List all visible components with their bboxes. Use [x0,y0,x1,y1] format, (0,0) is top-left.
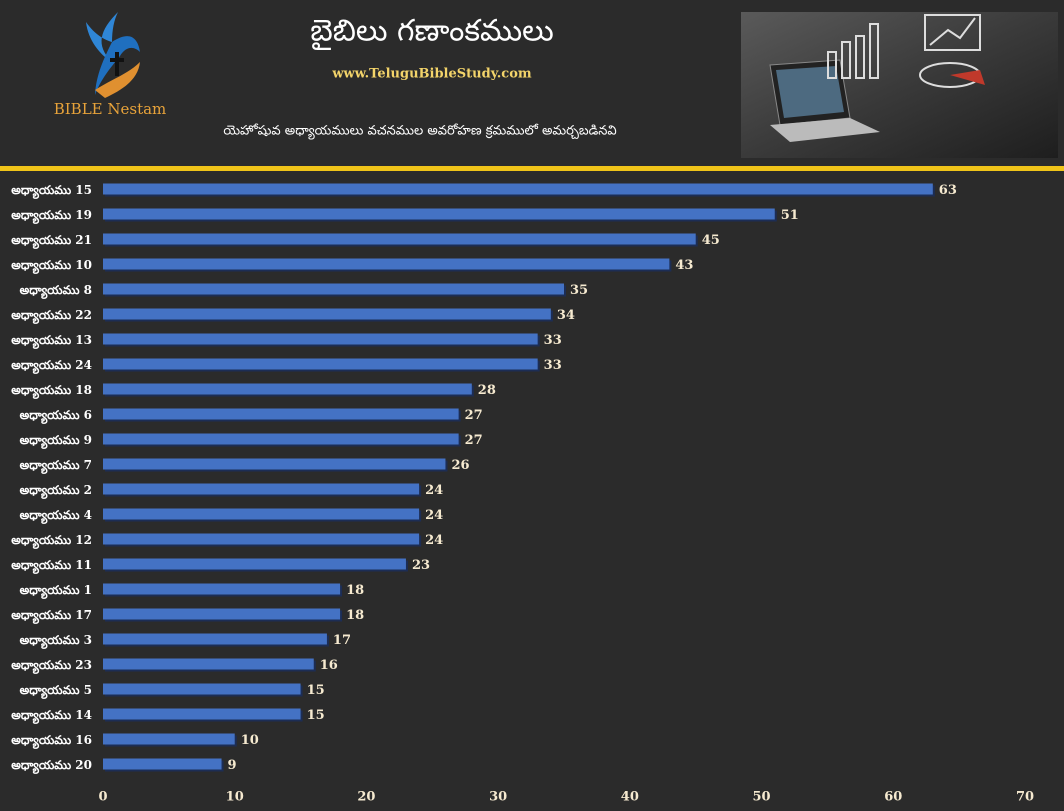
x-tick-label: 70 [1016,790,1034,805]
x-tick-label: 40 [621,790,639,805]
logo: BIBLE Nestam [54,12,167,118]
x-tick-label: 60 [884,790,902,805]
bar [103,758,222,770]
y-tick-label: అధ్యాయము 19 [11,208,92,224]
y-tick-label: అధ్యాయము 22 [11,308,92,324]
header-image [741,12,1058,158]
y-tick-label: అధ్యాయము 24 [11,358,92,374]
y-tick-label: అధ్యాయము 1 [20,583,92,599]
bar [103,408,459,420]
y-tick-label: అధ్యాయము 11 [11,558,92,574]
value-label: 15 [307,708,325,723]
y-tick-label: అధ్యాయము 14 [11,708,92,724]
divider [0,166,1064,171]
y-tick-label: అధ్యాయము 15 [11,183,92,199]
bar [103,458,446,470]
value-label: 28 [478,383,496,398]
bar [103,433,459,445]
value-label: 24 [425,508,443,523]
value-label: 15 [307,683,325,698]
y-tick-label: అధ్యాయము 23 [11,658,92,674]
y-tick-label: అధ్యాయము 13 [11,333,92,349]
value-label: 35 [570,283,588,298]
y-tick-label: అధ్యాయము 12 [11,533,92,549]
y-tick-label: అధ్యాయము 2 [20,483,92,499]
value-label: 63 [939,183,957,198]
value-label: 9 [228,758,237,773]
bar [103,633,327,645]
value-label: 51 [781,208,799,223]
y-tick-label: అధ్యాయము 17 [11,608,92,624]
x-tick-label: 30 [489,790,507,805]
value-label: 18 [346,608,364,623]
y-tick-label: అధ్యాయము 6 [20,408,92,424]
value-label: 34 [557,308,575,323]
y-tick-label: అధ్యాయము 5 [20,683,92,699]
bar [103,183,933,195]
y-tick-label: అధ్యాయము 18 [11,383,92,399]
bar [103,533,420,545]
bar [103,283,564,295]
y-tick-label: అధ్యాయము 10 [11,258,92,274]
value-label: 27 [465,433,483,448]
value-label: 33 [544,333,562,348]
chart-subtitle: యెహోషువ అధ్యాయములు వచనముల అవరోహణ క్రమముల… [223,123,616,141]
bar [103,333,538,345]
bar [103,708,301,720]
value-label: 45 [702,233,720,248]
bar [103,208,775,220]
chart-title: బైబిలు గణాంకములు [310,14,554,51]
value-label: 10 [241,733,259,748]
y-tick-label: అధ్యాయము 3 [20,633,92,649]
y-tick-label: అధ్యాయము 20 [11,758,92,774]
value-label: 16 [320,658,338,673]
bar [103,483,420,495]
bar [103,358,538,370]
bar [103,558,406,570]
bar [103,383,472,395]
bar [103,683,301,695]
value-label: 24 [425,533,443,548]
bar [103,508,420,520]
value-label: 18 [346,583,364,598]
bar [103,608,341,620]
bar [103,233,696,245]
y-tick-label: అధ్యాయము 7 [20,458,92,474]
bar [103,308,551,320]
bar [103,658,314,670]
x-tick-label: 20 [357,790,375,805]
value-label: 24 [425,483,443,498]
value-label: 27 [465,408,483,423]
value-label: 33 [544,358,562,373]
y-tick-label: అధ్యాయము 16 [11,733,92,749]
bar [103,583,341,595]
value-label: 17 [333,633,351,648]
bar [103,258,670,270]
website: www.TeluguBibleStudy.com [331,67,532,82]
logo-text: BIBLE Nestam [54,100,167,118]
x-tick-label: 10 [226,790,244,805]
x-tick-label: 50 [753,790,771,805]
x-tick-label: 0 [98,790,107,805]
value-label: 26 [451,458,469,473]
y-tick-label: అధ్యాయము 4 [20,508,92,524]
y-tick-label: అధ్యాయము 8 [20,283,92,299]
bar [103,733,235,745]
value-label: 43 [675,258,693,273]
y-tick-label: అధ్యాయము 9 [20,433,92,449]
y-tick-label: అధ్యాయము 21 [11,233,92,249]
value-label: 23 [412,558,430,573]
